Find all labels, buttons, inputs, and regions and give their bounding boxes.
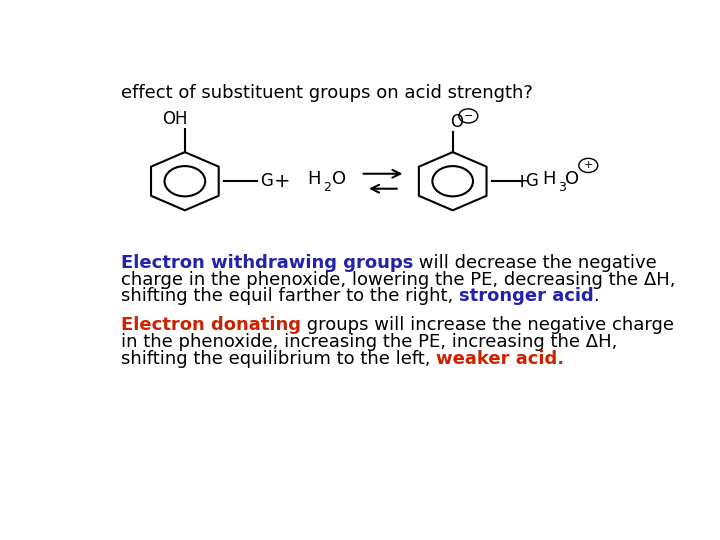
Text: 2: 2: [323, 180, 331, 193]
Text: weaker acid.: weaker acid.: [436, 349, 564, 368]
Text: effect of substituent groups on acid strength?: effect of substituent groups on acid str…: [121, 84, 533, 102]
Text: +: +: [274, 172, 291, 191]
Text: in the phenoxide, increasing the PE, increasing the ΔH,: in the phenoxide, increasing the PE, inc…: [121, 333, 617, 351]
Text: OH: OH: [162, 110, 188, 129]
Text: .: .: [593, 287, 599, 305]
Text: Electron withdrawing groups: Electron withdrawing groups: [121, 254, 413, 272]
Text: O: O: [332, 170, 346, 188]
Text: shifting the equil farther to the right,: shifting the equil farther to the right,: [121, 287, 459, 305]
Text: groups will increase the negative charge: groups will increase the negative charge: [301, 316, 674, 334]
Text: −: −: [464, 111, 473, 121]
Text: will decrease the negative: will decrease the negative: [413, 254, 657, 272]
Text: G: G: [260, 172, 273, 190]
Text: G: G: [526, 172, 538, 190]
Text: H: H: [307, 170, 321, 188]
Text: O: O: [450, 113, 463, 131]
Text: O: O: [565, 170, 580, 188]
Text: +: +: [514, 172, 531, 191]
Text: Electron donating: Electron donating: [121, 316, 301, 334]
Text: charge in the phenoxide, lowering the PE, decreasing the ΔH,: charge in the phenoxide, lowering the PE…: [121, 271, 675, 288]
Text: +: +: [584, 160, 593, 171]
Text: 3: 3: [557, 180, 565, 193]
Text: stronger acid: stronger acid: [459, 287, 593, 305]
Text: H: H: [542, 170, 556, 188]
Text: shifting the equilibrium to the left,: shifting the equilibrium to the left,: [121, 349, 436, 368]
